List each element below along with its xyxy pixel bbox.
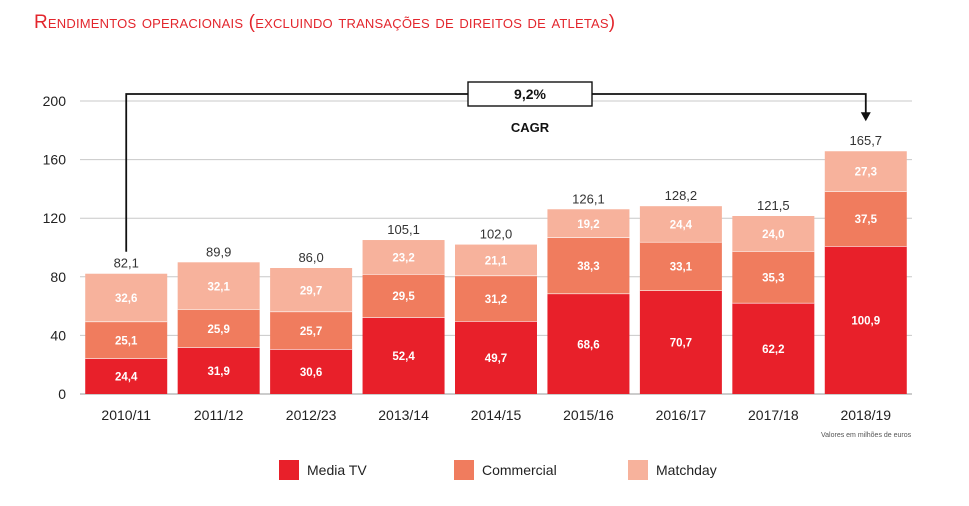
y-tick-label: 160: [43, 152, 67, 168]
x-tick-label: 2010/11: [101, 407, 151, 423]
data-label-matchday: 32,1: [207, 281, 230, 293]
bar-segment-media-tv: [362, 317, 445, 394]
x-tick-label: 2017/18: [748, 407, 799, 423]
x-tick-label: 2018/19: [840, 407, 891, 423]
bar-segment-commercial: [732, 251, 815, 303]
total-label: 89,9: [206, 244, 231, 259]
bar-segment-matchday: [362, 240, 445, 275]
total-label: 126,1: [572, 191, 605, 206]
y-tick-label: 120: [43, 210, 67, 226]
cagr-value: 9,2%: [514, 86, 546, 102]
legend-swatch-media-tv: [279, 460, 299, 480]
total-label: 165,7: [850, 133, 883, 148]
data-label-media-tv: 70,7: [670, 338, 692, 350]
data-label-matchday: 32,6: [115, 293, 137, 305]
bar-segment-matchday: [547, 209, 630, 238]
data-label-media-tv: 49,7: [485, 353, 507, 365]
legend-label-matchday: Matchday: [656, 462, 717, 478]
units-note: Valores em milhões de euros: [821, 432, 912, 439]
x-tick-label: 2012/23: [286, 407, 337, 423]
legend-swatch-commercial: [454, 460, 474, 480]
y-tick-label: 80: [50, 269, 66, 285]
data-label-media-tv: 100,9: [851, 316, 880, 328]
total-label: 102,0: [480, 227, 513, 242]
x-tick-label: 2015/16: [563, 407, 614, 423]
data-label-matchday: 21,1: [485, 256, 508, 268]
total-label: 86,0: [298, 250, 323, 265]
bar-segment-media-tv: [455, 321, 537, 394]
stacked-bar-chart: 0 40 80 120 160 200 24,4 25,1 32,6 82,1 2010/11 31,…: [43, 81, 912, 423]
bar-segment-matchday: [455, 244, 537, 276]
bar-segment-matchday: [177, 262, 260, 310]
legend-item-matchday: Matchday: [628, 460, 717, 480]
data-label-matchday: 23,2: [392, 253, 414, 265]
bar-segment-media-tv: [639, 290, 722, 394]
total-label: 121,5: [757, 198, 790, 213]
bar-segment-commercial: [177, 309, 260, 348]
legend-label-media-tv: Media TV: [307, 462, 367, 478]
data-label-commercial: 38,3: [577, 261, 599, 273]
bar-segment-media-tv: [177, 347, 260, 394]
data-label-commercial: 25,1: [115, 335, 138, 347]
cagr-label: CAGR: [511, 120, 550, 135]
bar-segment-commercial: [455, 275, 537, 322]
total-label: 82,1: [114, 256, 139, 271]
data-label-commercial: 35,3: [762, 273, 784, 285]
total-label: 105,1: [387, 222, 420, 237]
bar-segment-commercial: [639, 241, 722, 291]
bar-segment-media-tv: [732, 302, 815, 394]
data-label-commercial: 29,5: [392, 291, 415, 303]
data-label-matchday: 24,4: [670, 220, 693, 232]
bar-segment-media-tv: [270, 349, 353, 394]
legend-label-commercial: Commercial: [482, 462, 557, 478]
bar-segment-media-tv: [824, 246, 907, 394]
bar-segment-commercial: [547, 237, 630, 294]
bar-segment-matchday: [824, 151, 907, 192]
data-label-matchday: 19,2: [577, 219, 599, 231]
bar-segment-matchday: [85, 273, 168, 322]
data-label-commercial: 33,1: [670, 262, 693, 274]
bar-segment-matchday: [732, 216, 815, 252]
bar-segment-matchday: [270, 268, 353, 312]
bar-segment-commercial: [824, 191, 907, 247]
bar-segment-media-tv: [85, 358, 168, 394]
data-label-matchday: 24,0: [762, 229, 784, 241]
legend-swatch-matchday: [628, 460, 648, 480]
data-label-media-tv: 30,6: [300, 367, 322, 379]
data-label-commercial: 25,7: [300, 326, 322, 338]
chart-title: Rendimentos operacionais (excluindo tran…: [34, 12, 616, 33]
legend: Media TV Commercial Matchday: [0, 460, 969, 484]
bar-segment-media-tv: [547, 293, 630, 394]
bar-segment-commercial: [85, 321, 168, 359]
data-label-media-tv: 24,4: [115, 372, 138, 384]
bar-segment-commercial: [270, 311, 353, 350]
data-label-matchday: 27,3: [855, 167, 877, 179]
y-tick-label: 0: [58, 386, 66, 402]
data-label-media-tv: 68,6: [577, 339, 599, 351]
x-tick-label: 2013/14: [378, 407, 429, 423]
legend-item-media-tv: Media TV: [279, 460, 367, 480]
data-label-commercial: 37,5: [855, 214, 878, 226]
x-tick-label: 2014/15: [471, 407, 522, 423]
data-label-matchday: 29,7: [300, 285, 322, 297]
cagr-value-box: [467, 81, 593, 107]
legend-item-commercial: Commercial: [454, 460, 557, 480]
data-label-commercial: 25,9: [207, 324, 229, 336]
data-label-media-tv: 52,4: [392, 351, 415, 363]
x-tick-label: 2011/12: [194, 407, 244, 423]
y-tick-label: 40: [50, 327, 66, 343]
x-tick-label: 2016/17: [656, 407, 707, 423]
data-label-commercial: 31,2: [485, 294, 507, 306]
bar-segment-commercial: [362, 274, 445, 318]
data-label-media-tv: 31,9: [207, 366, 229, 378]
total-label: 128,2: [665, 188, 698, 203]
bar-segment-matchday: [639, 206, 722, 242]
y-tick-label: 200: [43, 93, 67, 109]
cagr-arrowhead: [860, 112, 871, 122]
data-label-media-tv: 62,2: [762, 344, 784, 356]
